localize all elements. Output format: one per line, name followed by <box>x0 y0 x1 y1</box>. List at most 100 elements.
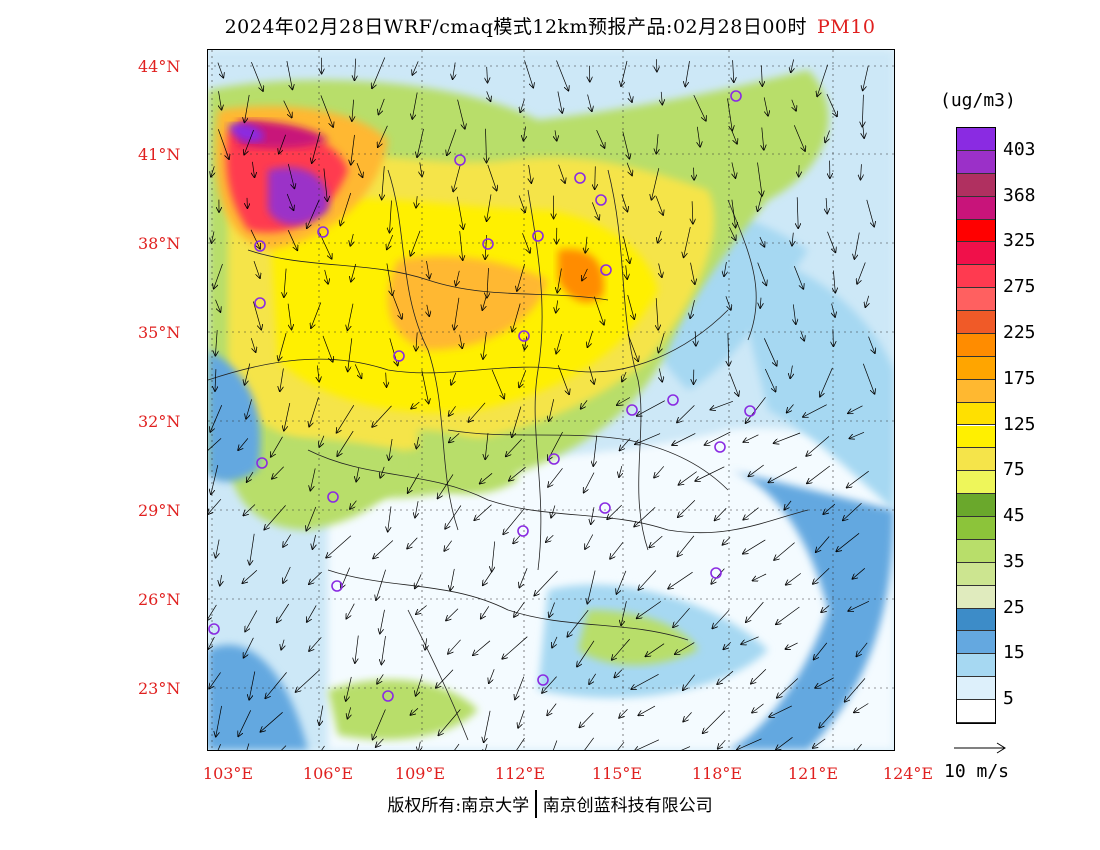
wind-arrow <box>264 505 286 529</box>
wind-arrow <box>456 196 463 229</box>
wind-arrow <box>845 678 866 701</box>
wind-vectors <box>208 57 875 750</box>
wind-arrow <box>373 709 386 740</box>
colorbar-segment <box>957 608 995 632</box>
wind-arrow <box>763 338 776 365</box>
latitude-label: 35°N <box>138 323 181 342</box>
wind-arrow <box>487 164 497 191</box>
wind-arrow <box>376 569 386 600</box>
wind-arrow <box>729 372 738 395</box>
wind-arrow <box>446 608 459 621</box>
province-border <box>447 429 729 491</box>
colorbar-segment <box>957 333 995 357</box>
wind-arrow <box>380 466 384 478</box>
wind-arrow <box>865 295 868 307</box>
wind-arrow <box>246 743 250 750</box>
wind-arrow <box>697 126 700 147</box>
wind-arrow <box>793 304 796 324</box>
wind-arrow <box>757 162 763 196</box>
wind-arrow <box>211 465 219 494</box>
wind-arrow <box>695 466 725 481</box>
wind-arrow <box>326 535 352 558</box>
wind-arrow <box>469 402 486 422</box>
wind-arrow <box>512 406 522 438</box>
wind-arrow <box>416 436 418 448</box>
wind-arrow <box>503 508 525 534</box>
wind-arrow <box>487 194 492 221</box>
city-station-marker <box>518 330 530 342</box>
longitude-label: 115°E <box>591 764 643 783</box>
wind-arrow <box>627 294 635 319</box>
wind-arrow <box>584 737 594 750</box>
wind-arrow <box>487 66 488 83</box>
wind-arrow <box>777 678 799 698</box>
wind-arrow <box>373 540 394 559</box>
wind-arrow <box>386 372 387 387</box>
wind-arrow <box>340 192 352 225</box>
wind-arrow <box>252 161 254 177</box>
wind-arrow <box>346 676 352 701</box>
wind-arrow <box>557 268 562 293</box>
city-station-marker <box>393 350 405 362</box>
wind-arrow <box>271 436 283 457</box>
wind-arrow <box>281 639 284 650</box>
wind-arrow <box>760 236 765 247</box>
wind-arrow <box>801 330 805 341</box>
longitude-label: 118°E <box>691 764 743 783</box>
wind-arrow <box>692 201 693 223</box>
wind-arrow <box>217 129 229 159</box>
wind-arrow <box>549 399 555 421</box>
wind-arrow <box>407 537 418 549</box>
wind-arrow <box>473 640 491 655</box>
wind-arrow <box>482 297 486 310</box>
wind-arrow <box>454 297 460 330</box>
wind-arrow <box>683 674 695 690</box>
wind-arrow <box>791 59 794 72</box>
wind-arrow <box>654 466 665 477</box>
wind-arrow <box>380 609 385 634</box>
copyright-left: 版权所有:南京大学 <box>387 796 530 816</box>
wind-arrow <box>448 639 461 654</box>
wind-arrow <box>760 297 761 308</box>
wind-arrow <box>588 366 594 384</box>
wind-arrow <box>286 61 293 89</box>
wind-arrow <box>807 465 831 483</box>
wind-arrow <box>732 162 736 178</box>
wind-arrow <box>690 300 695 318</box>
wind-arrow <box>723 537 731 544</box>
wind-arrow <box>519 568 528 587</box>
wind-arrow <box>551 505 555 518</box>
wind-arrow <box>416 605 427 615</box>
wind-arrow <box>460 334 463 349</box>
wind-arrow <box>694 167 695 180</box>
wind-arrow <box>695 331 696 346</box>
province-border <box>208 309 729 381</box>
wind-arrow <box>250 229 260 249</box>
wind-arrow <box>416 196 417 207</box>
wind-arrow <box>552 636 558 648</box>
wind-arrow <box>751 669 767 683</box>
wind-arrow <box>250 338 255 352</box>
wind-arrow <box>418 741 420 750</box>
city-station-marker <box>595 194 607 206</box>
wind-arrow <box>351 134 355 165</box>
colorbar-segment <box>957 379 995 403</box>
map-title: 2024年02月28日WRF/cmaq模式12km预报产品:02月28日00时 P… <box>0 12 1100 39</box>
wind-arrow <box>320 95 333 127</box>
footer-separator <box>535 790 537 818</box>
longitude-label: 112°E <box>494 764 546 783</box>
wind-arrow <box>552 740 558 750</box>
colorbar-segment <box>957 311 995 334</box>
province-border <box>527 189 543 571</box>
wind-arrow <box>816 536 830 553</box>
wind-arrow <box>210 405 223 432</box>
wind-arrow <box>417 128 424 157</box>
wind-arrow <box>286 193 293 210</box>
wind-arrow <box>484 744 487 750</box>
wind-arrow <box>832 303 835 317</box>
wind-arrow <box>425 638 427 649</box>
province-border <box>327 569 689 641</box>
wind-arrow <box>620 438 631 451</box>
wind-arrow <box>556 334 562 353</box>
colorbar-tick-label: 125 <box>1003 413 1036 435</box>
